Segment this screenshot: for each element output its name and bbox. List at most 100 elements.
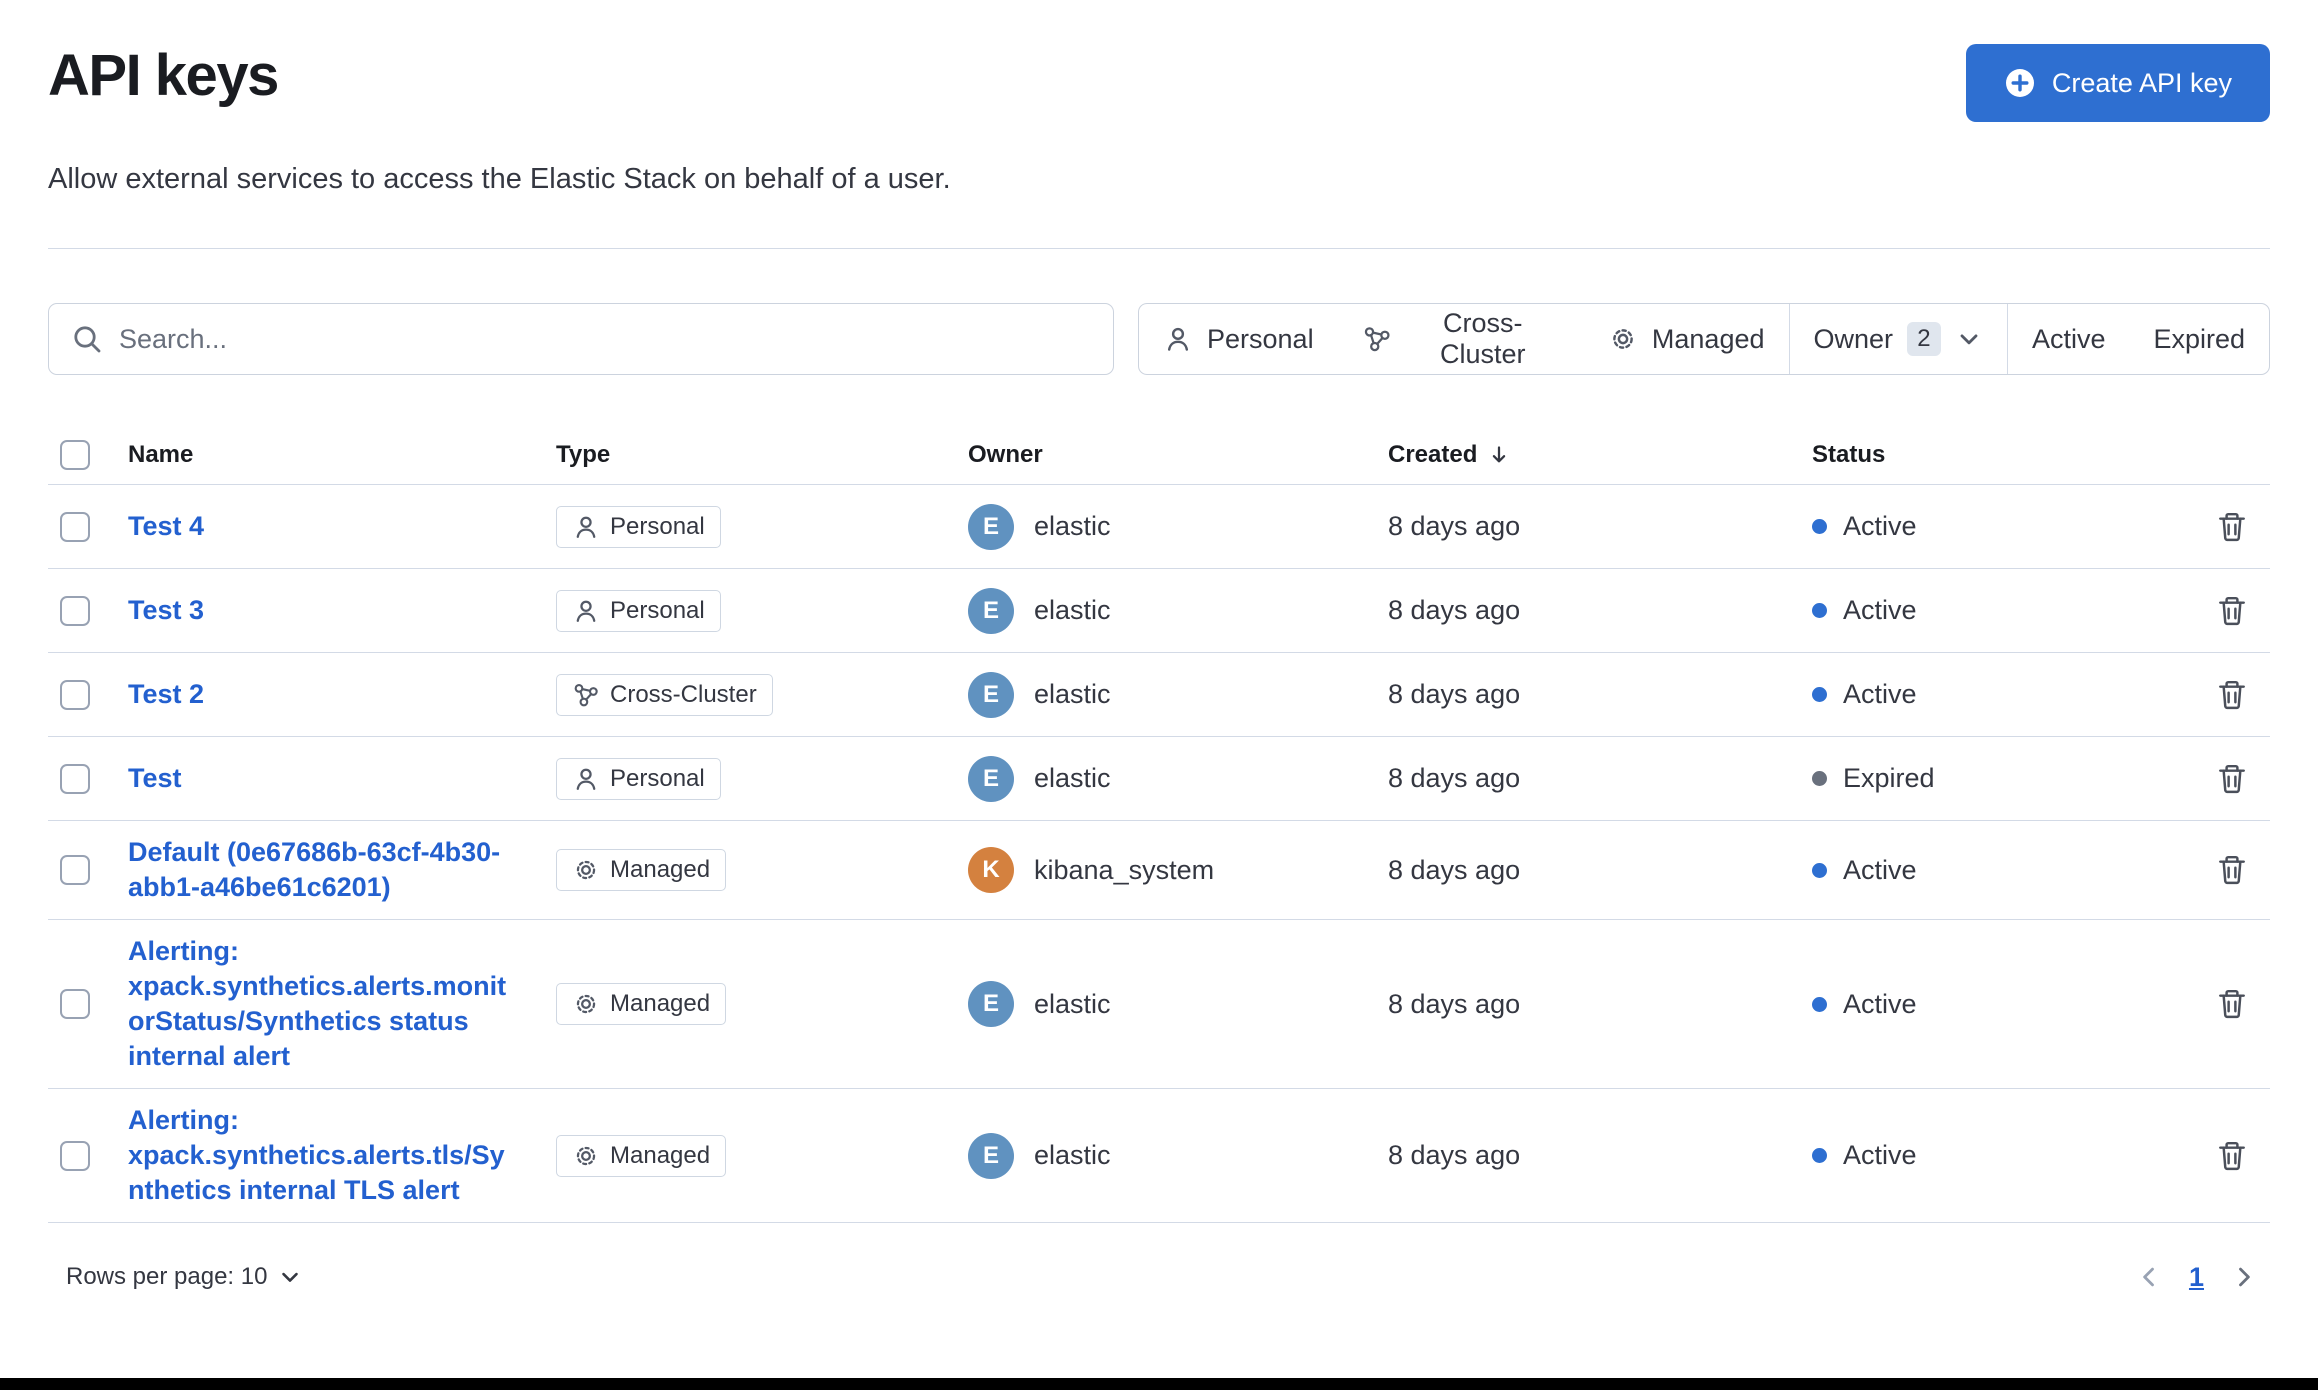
controls-row: Personal Cross-Cluster Managed Owner 2 (48, 303, 2270, 375)
delete-button[interactable] (2206, 1130, 2258, 1182)
search-input[interactable] (119, 323, 1091, 355)
created-value: 8 days ago (1388, 988, 1521, 1019)
type-badge-label: Managed (610, 1141, 711, 1169)
next-page-button[interactable] (2230, 1263, 2258, 1291)
user-icon (1163, 324, 1193, 354)
cluster-icon (572, 681, 600, 709)
filter-personal-label: Personal (1207, 323, 1314, 354)
filter-managed[interactable]: Managed (1584, 304, 1789, 374)
row-checkbox[interactable] (60, 511, 90, 542)
status-dot-icon (1812, 519, 1827, 534)
column-header-name[interactable]: Name (128, 440, 194, 468)
gear-icon (1608, 324, 1638, 354)
created-value: 8 days ago (1388, 679, 1521, 709)
status-label: Active (1843, 595, 1917, 625)
column-header-type[interactable]: Type (556, 440, 611, 468)
rows-per-page-label: Rows per page: 10 (66, 1263, 268, 1290)
row-checkbox[interactable] (60, 1140, 90, 1171)
status-label: Active (1843, 854, 1917, 885)
pagination: 1 (2135, 1262, 2270, 1293)
table-row: Default (0e67686b-63cf-4b30-abb1-a46be61… (48, 821, 2270, 920)
table-row: Alerting: xpack.synthetics.alerts.tls/Sy… (48, 1089, 2270, 1223)
type-badge: Managed (556, 1134, 727, 1177)
owner-name: elastic (1034, 988, 1111, 1019)
search-box[interactable] (48, 303, 1114, 375)
filter-personal[interactable]: Personal (1139, 304, 1338, 374)
api-keys-table: Name Type Owner Created Status Test 4 Pe… (48, 425, 2270, 1223)
page-title: API keys (48, 43, 279, 108)
delete-button[interactable] (2206, 501, 2258, 553)
create-api-key-button[interactable]: Create API key (1965, 44, 2270, 122)
created-value: 8 days ago (1388, 854, 1521, 885)
screen-bottom-edge (0, 1378, 2318, 1390)
delete-button[interactable] (2206, 585, 2258, 637)
delete-button[interactable] (2206, 669, 2258, 721)
page-description: Allow external services to access the El… (48, 163, 951, 195)
owner-name: elastic (1034, 1140, 1111, 1170)
delete-button[interactable] (2206, 753, 2258, 805)
chevron-down-icon (1955, 325, 1983, 353)
created-value: 8 days ago (1388, 763, 1521, 793)
type-badge: Cross-Cluster (556, 673, 773, 716)
api-key-name-link[interactable]: Alerting: xpack.synthetics.alerts.tls/Sy… (128, 1105, 505, 1205)
user-icon (572, 513, 600, 541)
create-api-key-label: Create API key (2051, 67, 2232, 98)
filter-owner[interactable]: Owner 2 (1789, 304, 2007, 374)
trash-icon (2214, 852, 2250, 888)
table-row: Test 3 Personal E elastic 8 days ago Act… (48, 569, 2270, 653)
table-footer: Rows per page: 10 1 (48, 1253, 2270, 1331)
created-value: 8 days ago (1388, 511, 1521, 541)
table-header-row: Name Type Owner Created Status (48, 425, 2270, 485)
row-checkbox[interactable] (60, 595, 90, 626)
trash-icon (2214, 509, 2250, 545)
api-key-name-link[interactable]: Test 4 (128, 511, 205, 541)
type-badge: Managed (556, 983, 727, 1025)
delete-button[interactable] (2206, 978, 2258, 1030)
gear-icon (572, 856, 600, 884)
table-row: Test 4 Personal E elastic 8 days ago Act… (48, 485, 2270, 569)
trash-icon (2214, 677, 2250, 713)
api-key-name-link[interactable]: Test 3 (128, 595, 205, 625)
column-header-owner[interactable]: Owner (968, 440, 1043, 468)
api-key-name-link[interactable]: Test 2 (128, 679, 205, 709)
api-key-name-link[interactable]: Default (0e67686b-63cf-4b30-abb1-a46be61… (128, 837, 501, 902)
table-row: Test Personal E elastic 8 days ago Expir… (48, 737, 2270, 821)
type-badge: Personal (556, 589, 721, 632)
owner-avatar: E (968, 981, 1014, 1027)
filter-owner-label: Owner (1813, 323, 1893, 354)
owner-avatar: E (968, 503, 1014, 550)
divider (48, 248, 2270, 249)
trash-icon (2214, 761, 2250, 797)
owner-name: elastic (1034, 763, 1111, 793)
row-checkbox[interactable] (60, 989, 90, 1019)
filter-expired[interactable]: Expired (2129, 304, 2269, 374)
row-checkbox[interactable] (60, 855, 90, 885)
type-badge: Managed (556, 849, 727, 891)
owner-count-badge: 2 (1906, 322, 1941, 356)
api-key-name-link[interactable]: Alerting: xpack.synthetics.alerts.monito… (128, 936, 507, 1071)
trash-icon (2214, 1138, 2250, 1174)
status-dot-icon (1812, 687, 1827, 702)
cluster-icon (1362, 324, 1392, 354)
status-dot-icon (1812, 771, 1827, 786)
type-badge-label: Managed (610, 990, 711, 1017)
sort-desc-icon (1487, 443, 1511, 467)
column-header-created[interactable]: Created (1388, 441, 1812, 469)
owner-name: elastic (1034, 595, 1111, 625)
filter-cross-cluster-label: Cross-Cluster (1439, 308, 1526, 369)
select-all-checkbox[interactable] (60, 439, 90, 470)
row-checkbox[interactable] (60, 679, 90, 710)
rows-per-page-button[interactable]: Rows per page: 10 (48, 1253, 321, 1301)
page-number[interactable]: 1 (2188, 1261, 2204, 1292)
row-checkbox[interactable] (60, 763, 90, 794)
status-dot-icon (1812, 1148, 1827, 1163)
previous-page-button[interactable] (2135, 1263, 2163, 1291)
delete-button[interactable] (2206, 844, 2258, 896)
created-value: 8 days ago (1388, 595, 1521, 625)
search-icon (71, 323, 103, 355)
owner-name: kibana_system (1034, 854, 1215, 885)
filter-cross-cluster[interactable]: Cross-Cluster (1338, 304, 1584, 374)
api-key-name-link[interactable]: Test (128, 763, 182, 793)
column-header-status[interactable]: Status (1812, 440, 1886, 468)
filter-active[interactable]: Active (2008, 304, 2130, 374)
